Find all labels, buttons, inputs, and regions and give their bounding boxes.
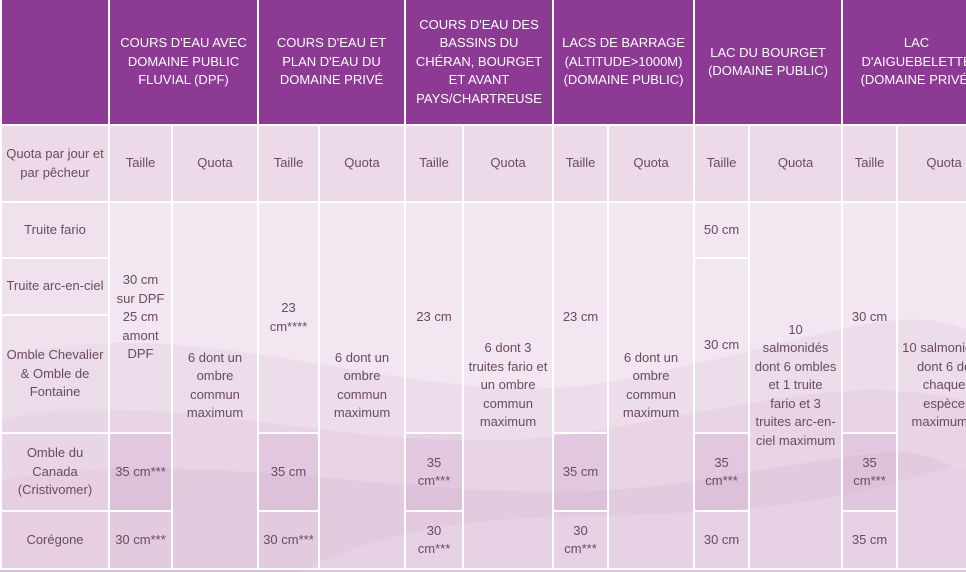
row-label-coregone: Corégone bbox=[0, 510, 110, 570]
subheader-taille: Taille bbox=[257, 124, 320, 203]
subheader-taille: Taille bbox=[404, 124, 465, 203]
subheader-taille: Taille bbox=[108, 124, 173, 203]
cheran-quota: 6 dont 3 truites fario et un ombre commu… bbox=[462, 201, 555, 570]
cheran-taille-canada: 35 cm*** bbox=[404, 432, 465, 512]
prive-taille-coregone: 30 cm*** bbox=[257, 510, 320, 570]
cheran-taille-coregone: 30 cm*** bbox=[404, 510, 465, 570]
header-col-cheran: COURS D'EAU DES BASSINS DU CHÉRAN, BOURG… bbox=[404, 0, 555, 126]
dpf-quota: 6 dont un ombre commun maximum bbox=[171, 201, 259, 570]
table-row: Truite arc-en-ciel 30 cm bbox=[0, 257, 966, 434]
table-row: Truite fario 30 cm sur DPF 25 cm amont D… bbox=[0, 201, 966, 570]
header-col-dpf: COURS D'EAU AVEC DOMAINE PUBLIC FLUVIAL … bbox=[108, 0, 259, 126]
bourget-taille-fario: 50 cm bbox=[693, 201, 751, 259]
prive-taille-canada: 35 cm bbox=[257, 432, 320, 512]
subheader-row: Quota par jour et par pêcheur Taille Quo… bbox=[0, 124, 966, 203]
dpf-taille-coregone: 30 cm*** bbox=[108, 510, 173, 570]
prive-taille: 23 cm**** bbox=[257, 201, 320, 434]
row-label-truite-arc-en-ciel: Truite arc-en-ciel bbox=[0, 257, 110, 316]
subheader-quota: Quota bbox=[748, 124, 844, 203]
subheader-quota: Quota bbox=[317, 124, 407, 203]
header-row: COURS D'EAU AVEC DOMAINE PUBLIC FLUVIAL … bbox=[0, 0, 966, 126]
subheader-taille: Taille bbox=[693, 124, 751, 203]
barrage-taille: 23 cm bbox=[552, 201, 610, 434]
subheader-quota: Quota bbox=[171, 124, 259, 203]
barrage-quota: 6 dont un ombre commun maximum bbox=[607, 201, 696, 570]
subheader-quota: Quota bbox=[896, 124, 966, 203]
dpf-taille: 30 cm sur DPF 25 cm amont DPF bbox=[108, 201, 173, 434]
bourget-taille-coregone: 30 cm bbox=[693, 510, 751, 570]
subheader-quota: Quota bbox=[462, 124, 555, 203]
header-corner bbox=[0, 0, 110, 126]
subheader-quota: Quota bbox=[607, 124, 696, 203]
table-row: Omble Chevalier & Omble de Fontaine bbox=[0, 314, 966, 434]
aiguebelette-taille-coregone: 35 cm bbox=[841, 510, 899, 570]
header-col-prive: COURS D'EAU ET PLAN D'EAU DU DOMAINE PRI… bbox=[256, 0, 407, 126]
barrage-taille-canada: 35 cm bbox=[552, 432, 610, 512]
bourget-taille-canada: 35 cm*** bbox=[693, 432, 751, 512]
header-col-aiguebelette: LAC D'AIGUEBELETTE (DOMAINE PRIVÉ) bbox=[841, 0, 966, 126]
dpf-taille-canada: 35 cm*** bbox=[108, 432, 173, 512]
aiguebelette-quota: 10 salmonidés dont 6 de chaque espèce ma… bbox=[896, 201, 966, 570]
subheader-taille: Taille bbox=[552, 124, 610, 203]
subheader-taille: Taille bbox=[841, 124, 899, 203]
row-label-omble-du-canada: Omble du Canada (Cristivomer) bbox=[0, 432, 110, 512]
row-label-quota: Quota par jour et par pêcheur bbox=[0, 124, 110, 203]
bourget-taille-mid: 30 cm bbox=[693, 257, 751, 434]
prive-quota: 6 dont un ombre commun maximum bbox=[317, 201, 407, 570]
header-col-barrage: LACS DE BARRAGE (ALTITUDE>1000M) (DOMAIN… bbox=[552, 0, 696, 126]
barrage-taille-coregone: 30 cm*** bbox=[552, 510, 610, 570]
header-col-bourget: LAC DU BOURGET (DOMAINE PUBLIC) bbox=[693, 0, 844, 126]
bourget-quota: 10 salmonidés dont 6 ombles et 1 truite … bbox=[748, 201, 844, 570]
row-label-truite-fario: Truite fario bbox=[0, 201, 110, 259]
row-label-omble-chevalier: Omble Chevalier & Omble de Fontaine bbox=[0, 314, 110, 434]
aiguebelette-taille: 30 cm bbox=[841, 201, 899, 434]
aiguebelette-taille-canada: 35 cm*** bbox=[841, 432, 899, 512]
cheran-taille: 23 cm bbox=[404, 201, 465, 434]
